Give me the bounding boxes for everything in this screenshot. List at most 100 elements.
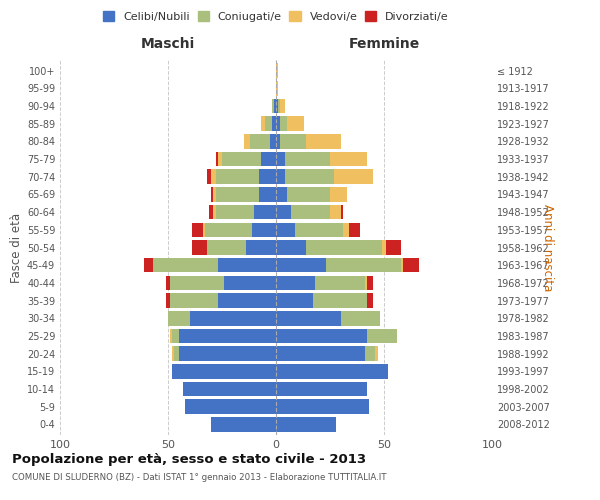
Bar (276, 258, 326, 272)
Bar (259, 170, 276, 184)
Bar (214, 187, 215, 202)
Text: Popolazione per età, sesso e stato civile - 2013: Popolazione per età, sesso e stato civil… (12, 452, 366, 466)
Bar (291, 205, 330, 220)
Bar (401, 258, 403, 272)
Bar (224, 276, 276, 290)
Bar (341, 205, 343, 220)
Bar (280, 116, 287, 131)
Bar (315, 276, 365, 290)
Bar (276, 311, 341, 326)
Bar (276, 276, 315, 290)
Bar (168, 311, 190, 326)
Bar (341, 311, 380, 326)
Bar (211, 417, 276, 432)
Bar (276, 364, 388, 378)
Bar (276, 81, 278, 96)
Bar (330, 205, 341, 220)
Bar (276, 382, 367, 396)
Bar (261, 116, 265, 131)
Bar (276, 170, 284, 184)
Bar (153, 258, 218, 272)
Bar (276, 187, 287, 202)
Bar (222, 152, 261, 166)
Bar (144, 258, 153, 272)
Bar (330, 187, 347, 202)
Bar (276, 116, 280, 131)
Text: Femmine: Femmine (349, 37, 419, 51)
Bar (276, 98, 278, 113)
Bar (365, 276, 367, 290)
Bar (254, 205, 276, 220)
Bar (172, 346, 175, 361)
Bar (211, 187, 214, 202)
Bar (185, 400, 276, 414)
Bar (365, 346, 376, 361)
Bar (287, 187, 330, 202)
Bar (376, 346, 377, 361)
Bar (166, 294, 170, 308)
Bar (203, 222, 205, 237)
Y-axis label: Fasce di età: Fasce di età (10, 212, 23, 282)
Bar (172, 328, 179, 343)
Bar (276, 134, 280, 148)
Bar (183, 382, 276, 396)
Bar (334, 170, 373, 184)
Bar (306, 134, 341, 148)
Bar (265, 116, 272, 131)
Bar (367, 294, 373, 308)
Bar (313, 294, 367, 308)
Bar (276, 222, 295, 237)
Bar (276, 328, 367, 343)
Bar (209, 205, 214, 220)
Bar (205, 222, 252, 237)
Bar (295, 222, 343, 237)
Bar (343, 222, 349, 237)
Bar (214, 205, 215, 220)
Bar (276, 240, 306, 255)
Bar (306, 240, 382, 255)
Bar (207, 170, 211, 184)
Bar (218, 258, 276, 272)
Bar (276, 346, 365, 361)
Bar (326, 258, 401, 272)
Bar (170, 294, 218, 308)
Bar (330, 152, 367, 166)
Text: COMUNE DI SLUDERNO (BZ) - Dati ISTAT 1° gennaio 2013 - Elaborazione TUTTITALIA.I: COMUNE DI SLUDERNO (BZ) - Dati ISTAT 1° … (12, 472, 386, 482)
Bar (170, 328, 172, 343)
Bar (190, 311, 276, 326)
Bar (170, 276, 224, 290)
Bar (211, 170, 215, 184)
Bar (386, 240, 401, 255)
Bar (269, 134, 276, 148)
Bar (259, 187, 276, 202)
Bar (272, 116, 276, 131)
Bar (215, 187, 259, 202)
Bar (250, 134, 269, 148)
Bar (192, 222, 203, 237)
Bar (276, 294, 313, 308)
Bar (278, 98, 280, 113)
Bar (276, 152, 284, 166)
Bar (172, 364, 276, 378)
Bar (179, 328, 276, 343)
Bar (192, 240, 207, 255)
Legend: Celibi/Nubili, Coniugati/e, Vedovi/e, Divorziati/e: Celibi/Nubili, Coniugati/e, Vedovi/e, Di… (100, 8, 452, 25)
Bar (246, 240, 276, 255)
Bar (287, 116, 304, 131)
Bar (280, 98, 284, 113)
Bar (276, 400, 369, 414)
Bar (215, 152, 218, 166)
Bar (403, 258, 419, 272)
Y-axis label: Anni di nascita: Anni di nascita (541, 204, 554, 291)
Bar (179, 346, 276, 361)
Bar (276, 417, 337, 432)
Bar (349, 222, 360, 237)
Bar (284, 152, 330, 166)
Bar (218, 294, 276, 308)
Bar (166, 276, 170, 290)
Bar (261, 152, 276, 166)
Bar (284, 170, 334, 184)
Bar (382, 240, 386, 255)
Bar (367, 328, 397, 343)
Bar (215, 205, 254, 220)
